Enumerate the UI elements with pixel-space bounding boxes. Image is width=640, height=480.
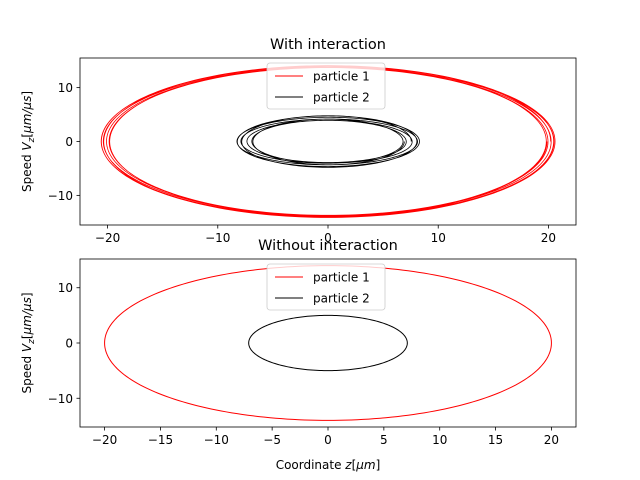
x-tick-label: −10 (205, 231, 230, 245)
legend-box (266, 263, 386, 311)
x-tick-label: −20 (92, 433, 117, 447)
legend-box (266, 62, 386, 110)
series-line-particle-2 (248, 314, 408, 372)
x-tick-label: −5 (263, 433, 281, 447)
y-tick-label: −10 (48, 392, 73, 406)
x-tick-label: 0 (324, 433, 332, 447)
y-tick-label: −10 (48, 189, 73, 203)
plot-area (100, 65, 556, 218)
chart-panel-2: −20 −15 −10 −5 0 5 10 15 20 −10 0 10 Without interac… (20, 238, 577, 472)
x-tick-label: 0 (324, 231, 332, 245)
legend-label-particle-2: particle 2 (313, 91, 370, 105)
x-tick-label: −10 (204, 433, 229, 447)
legend-label-particle-2: particle 2 (313, 292, 370, 306)
plot-area (104, 265, 552, 421)
x-tick-label: 10 (432, 433, 447, 447)
chart-title: Without interaction (258, 238, 398, 254)
legend: particle 1 particle 2 (266, 263, 386, 311)
y-tick-label: 10 (58, 281, 73, 295)
legend-label-particle-1: particle 1 (313, 271, 370, 285)
chart-title: With interaction (270, 37, 386, 53)
x-tick-label: −20 (95, 231, 120, 245)
series-line-particle-2 (236, 115, 420, 168)
legend-label-particle-1: particle 1 (313, 70, 370, 84)
y-tick-label: 0 (65, 135, 73, 149)
series-line-particle-1 (100, 65, 556, 218)
y-axis-label: Speed Vz[μm/μs] (20, 292, 37, 393)
chart-panel-1: −20 −10 0 10 20 −10 0 10 With interaction Speed V… (20, 37, 577, 245)
y-axis-label: Speed Vz[μm/μs] (20, 91, 37, 192)
x-tick-label: 10 (431, 231, 446, 245)
x-tick-label: 20 (544, 433, 559, 447)
x-tick-label: 5 (380, 433, 388, 447)
series-line-particle-1 (104, 265, 552, 421)
legend: particle 1 particle 2 (266, 62, 386, 110)
x-axis-label: Coordinate z[μm] (276, 458, 381, 472)
x-tick-label: 15 (488, 433, 503, 447)
x-tick-label: −15 (148, 433, 173, 447)
y-tick-label: 0 (65, 337, 73, 351)
x-tick-label: 20 (541, 231, 556, 245)
y-tick-label: 10 (58, 81, 73, 95)
